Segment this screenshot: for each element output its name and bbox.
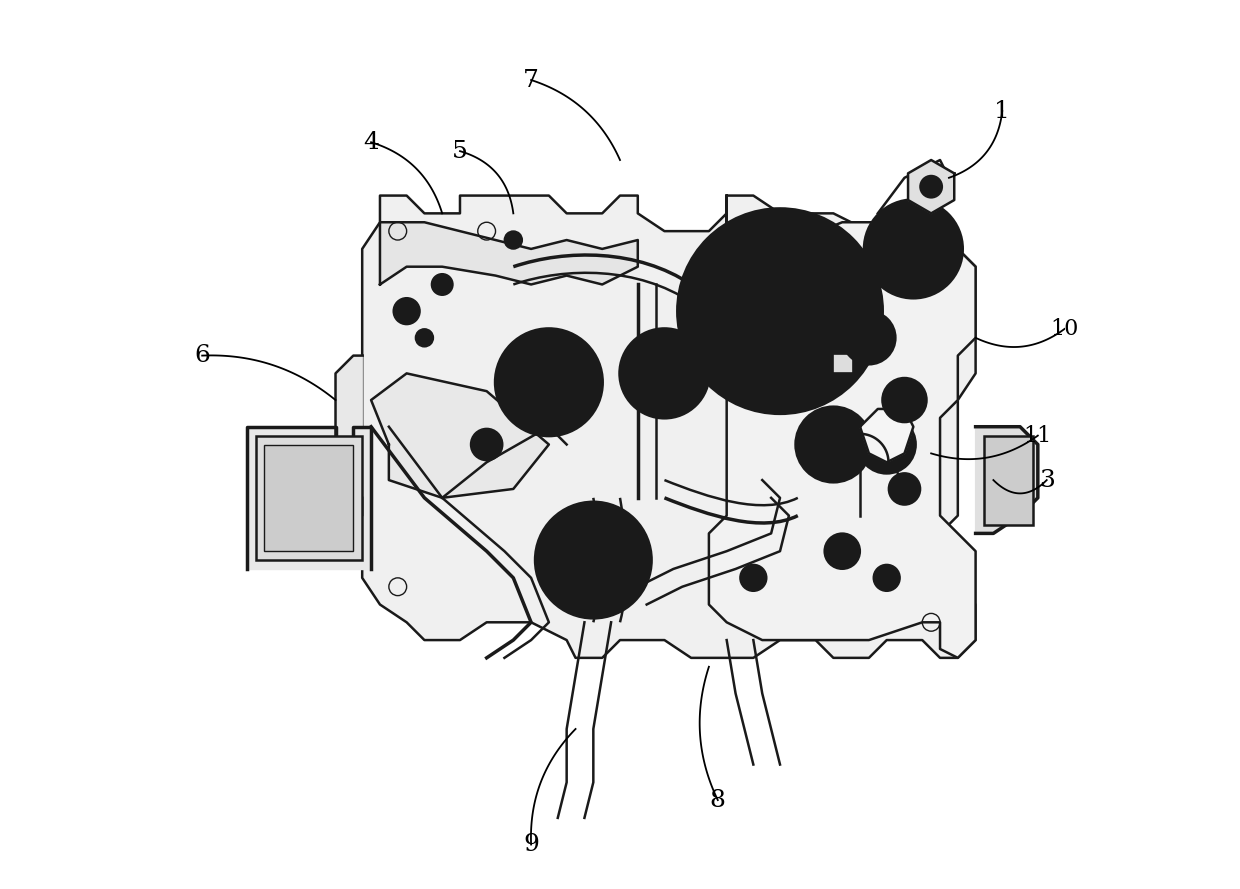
Circle shape bbox=[620, 329, 709, 418]
Polygon shape bbox=[709, 196, 976, 658]
Text: 6: 6 bbox=[195, 344, 210, 367]
Circle shape bbox=[415, 329, 433, 347]
Polygon shape bbox=[371, 373, 549, 498]
Circle shape bbox=[580, 547, 606, 573]
Bar bbox=[255, 436, 362, 560]
Text: 8: 8 bbox=[709, 789, 725, 812]
Circle shape bbox=[536, 502, 651, 618]
Polygon shape bbox=[247, 427, 371, 569]
Circle shape bbox=[796, 407, 870, 482]
Circle shape bbox=[800, 340, 832, 372]
Circle shape bbox=[864, 200, 962, 298]
Circle shape bbox=[889, 224, 939, 274]
Circle shape bbox=[556, 523, 631, 597]
Circle shape bbox=[873, 565, 900, 591]
Polygon shape bbox=[976, 427, 1038, 533]
Circle shape bbox=[856, 324, 882, 351]
Circle shape bbox=[842, 311, 895, 364]
Circle shape bbox=[858, 416, 915, 473]
Circle shape bbox=[432, 274, 453, 295]
Text: 1: 1 bbox=[994, 100, 1011, 123]
Circle shape bbox=[496, 329, 603, 436]
Polygon shape bbox=[861, 409, 914, 462]
Circle shape bbox=[518, 351, 580, 413]
Text: 3: 3 bbox=[1039, 469, 1055, 492]
Bar bbox=[264, 444, 353, 551]
Text: 10: 10 bbox=[1050, 318, 1079, 340]
Polygon shape bbox=[908, 160, 955, 213]
Circle shape bbox=[505, 231, 522, 249]
Circle shape bbox=[536, 369, 562, 396]
Circle shape bbox=[833, 542, 851, 560]
Circle shape bbox=[825, 427, 861, 462]
Circle shape bbox=[393, 298, 420, 324]
Bar bbox=[833, 354, 853, 373]
Circle shape bbox=[740, 565, 766, 591]
Text: 4: 4 bbox=[363, 131, 379, 154]
Circle shape bbox=[640, 348, 689, 398]
Bar bbox=[985, 436, 1033, 525]
Polygon shape bbox=[379, 222, 637, 284]
Circle shape bbox=[893, 389, 915, 411]
Circle shape bbox=[471, 428, 502, 461]
Text: 7: 7 bbox=[523, 68, 539, 92]
Circle shape bbox=[920, 176, 942, 197]
Circle shape bbox=[825, 436, 843, 453]
Circle shape bbox=[889, 473, 920, 505]
Circle shape bbox=[903, 238, 924, 260]
Text: 5: 5 bbox=[453, 140, 467, 163]
Text: 11: 11 bbox=[1024, 425, 1052, 446]
Circle shape bbox=[653, 362, 676, 385]
Text: 9: 9 bbox=[523, 833, 539, 856]
Circle shape bbox=[713, 244, 847, 378]
Circle shape bbox=[825, 533, 861, 569]
Circle shape bbox=[873, 430, 901, 459]
Circle shape bbox=[758, 289, 802, 333]
Circle shape bbox=[678, 209, 882, 413]
Polygon shape bbox=[362, 196, 976, 658]
Circle shape bbox=[813, 424, 854, 465]
Circle shape bbox=[882, 378, 926, 422]
Polygon shape bbox=[336, 356, 362, 516]
